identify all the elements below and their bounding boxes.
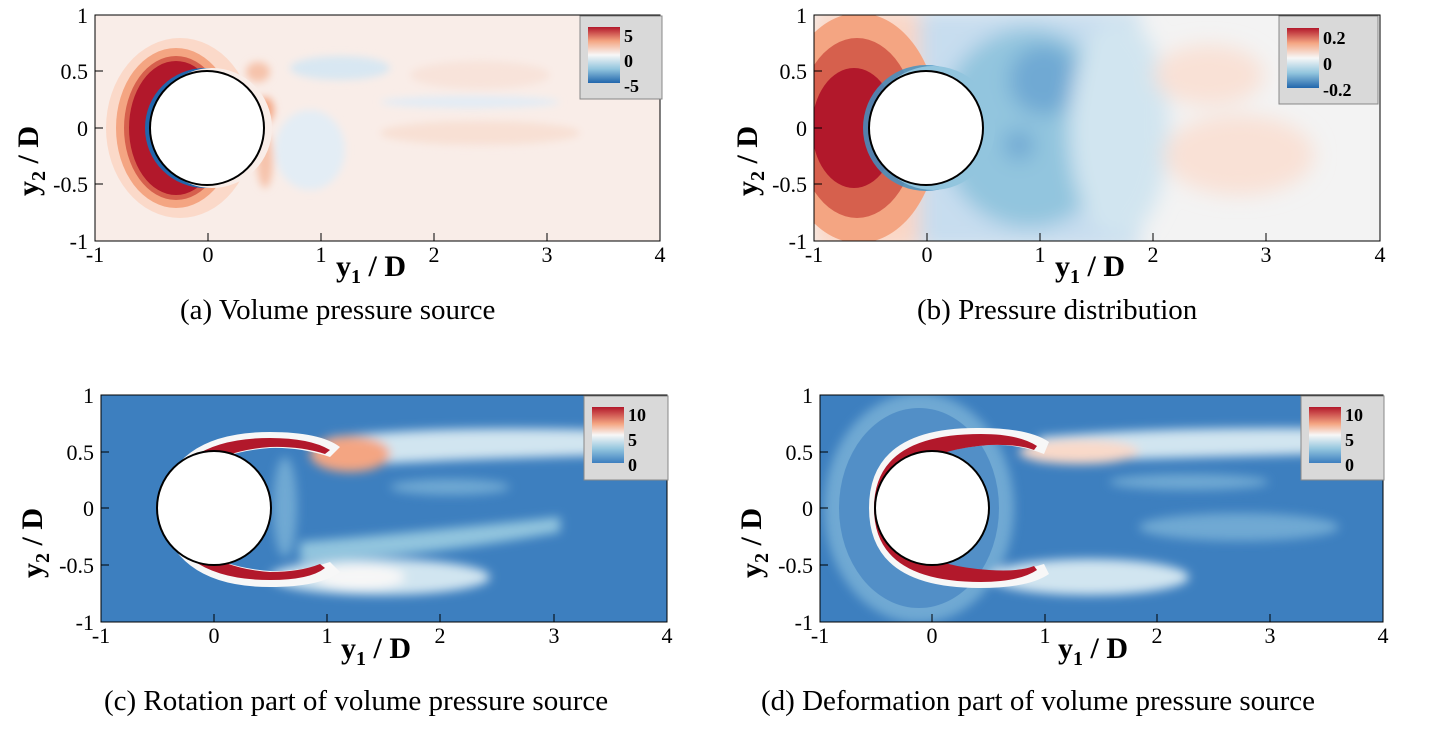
x-tick-label: 0 — [209, 623, 220, 648]
legend-label: 5 — [1345, 430, 1354, 450]
y-tick-label: -1 — [789, 229, 807, 254]
x-tick-label: 1 — [322, 623, 333, 648]
x-tick-label: 3 — [1261, 242, 1272, 267]
y-tick-label: 0.5 — [780, 59, 808, 84]
caption-a: (a) Volume pressure source — [180, 294, 496, 326]
panel-deformation-part: -1 0 1 2 3 4 1 0.5 0 -0.5 -1 y1 / D y2 /… — [719, 382, 1441, 748]
cylinder — [868, 70, 984, 186]
x-tick-label: 2 — [1152, 623, 1163, 648]
x-tick-label: 3 — [542, 242, 553, 267]
y-tick-label: 0 — [802, 496, 813, 521]
x-tick-label: -1 — [86, 242, 104, 267]
x-tick-label: 0 — [927, 623, 938, 648]
y-tick-label: -1 — [76, 610, 94, 635]
legend-label: -0.2 — [1323, 80, 1352, 100]
y-axis-label: y2 / D — [731, 126, 769, 196]
x-axis-label: y1 / D — [1058, 632, 1128, 670]
y-tick-label: 0.5 — [67, 440, 95, 465]
caption-d: (d) Deformation part of volume pressure … — [761, 685, 1316, 717]
contour-field — [814, 15, 1314, 241]
x-tick-label: 3 — [549, 623, 560, 648]
y-tick-label: 1 — [796, 3, 807, 28]
x-tick-label: 4 — [662, 623, 673, 648]
contour-field — [106, 38, 580, 218]
x-tick-label: 2 — [435, 623, 446, 648]
x-tick-label: 0 — [203, 242, 214, 267]
panel-rotation-part: -1 0 1 2 3 4 1 0.5 0 -0.5 -1 y1 / D y2 /… — [0, 382, 719, 748]
y-tick-label: -0.5 — [778, 553, 813, 578]
colorbar-legend: 5 0 -5 — [579, 15, 663, 100]
x-tick-label: 3 — [1265, 623, 1276, 648]
y-axis-label: y2 / D — [16, 508, 54, 578]
x-axis-label: y1 / D — [1055, 250, 1125, 288]
caption-b: (b) Pressure distribution — [917, 294, 1198, 326]
y-tick-label: 1 — [83, 383, 94, 408]
legend-label: 0.2 — [1323, 28, 1346, 48]
y-tick-label: 0.5 — [786, 440, 814, 465]
x-tick-label: -1 — [92, 623, 110, 648]
y-tick-label: 0 — [796, 116, 807, 141]
x-tick-label: 4 — [1375, 242, 1386, 267]
y-tick-label: -0.5 — [772, 172, 807, 197]
contour-plot-c: -1 0 1 2 3 4 1 0.5 0 -0.5 -1 y1 / D y2 /… — [16, 383, 673, 670]
y-tick-label: 1 — [77, 3, 88, 28]
x-tick-label: 4 — [655, 242, 666, 267]
colorbar-legend: 0.2 0 -0.2 — [1278, 15, 1379, 105]
colorbar-legend: 10 5 0 — [583, 395, 669, 481]
x-tick-label: 1 — [1040, 623, 1051, 648]
cylinder — [156, 450, 272, 566]
y-tick-label: -0.5 — [59, 553, 94, 578]
caption-c: (c) Rotation part of volume pressure sou… — [104, 685, 609, 717]
legend-label: 0 — [1345, 455, 1354, 475]
legend-label: 10 — [1345, 405, 1363, 425]
contour-plot-b: -1 0 1 2 3 4 1 0.5 0 -0.5 -1 y1 / D y2 /… — [731, 3, 1386, 288]
x-tick-label: 0 — [922, 242, 933, 267]
contour-field — [824, 395, 1383, 622]
x-tick-label: 2 — [1148, 242, 1159, 267]
legend-label: 0 — [1323, 54, 1332, 74]
legend-label: 0 — [628, 455, 637, 475]
y-tick-label: 0 — [77, 116, 88, 141]
contour-plot-d: -1 0 1 2 3 4 1 0.5 0 -0.5 -1 y1 / D y2 /… — [735, 383, 1389, 670]
y-tick-label: -1 — [70, 229, 88, 254]
contour-field — [156, 428, 667, 595]
x-axis-label: y1 / D — [336, 250, 406, 288]
x-tick-label: 2 — [429, 242, 440, 267]
y-axis-label: y2 / D — [12, 126, 50, 196]
y-axis-label: y2 / D — [735, 508, 773, 578]
y-tick-label: 0.5 — [61, 59, 89, 84]
y-tick-label: 0 — [83, 496, 94, 521]
x-tick-label: -1 — [805, 242, 823, 267]
panel-pressure-distribution: -1 0 1 2 3 4 1 0.5 0 -0.5 -1 y1 / D y2 /… — [719, 0, 1441, 387]
x-tick-label: -1 — [811, 623, 829, 648]
x-tick-label: 1 — [316, 242, 327, 267]
x-axis-label: y1 / D — [341, 632, 411, 670]
legend-label: 5 — [628, 430, 637, 450]
cylinder — [149, 70, 265, 186]
cylinder — [874, 450, 990, 566]
panel-volume-pressure-source: -1 0 1 2 3 4 1 0.5 0 -0.5 -1 y1 / D y2 /… — [0, 0, 719, 387]
legend-label: 0 — [624, 51, 633, 71]
legend-label: -5 — [624, 76, 639, 96]
x-tick-label: 4 — [1378, 623, 1389, 648]
colorbar-legend: 10 5 0 — [1300, 395, 1385, 481]
contour-plot-a: -1 0 1 2 3 4 1 0.5 0 -0.5 -1 y1 / D y2 /… — [12, 3, 666, 288]
x-tick-label: 1 — [1035, 242, 1046, 267]
legend-label: 5 — [624, 26, 633, 46]
y-tick-label: -0.5 — [53, 172, 88, 197]
legend-label: 10 — [628, 405, 646, 425]
y-tick-label: 1 — [802, 383, 813, 408]
y-tick-label: -1 — [795, 610, 813, 635]
